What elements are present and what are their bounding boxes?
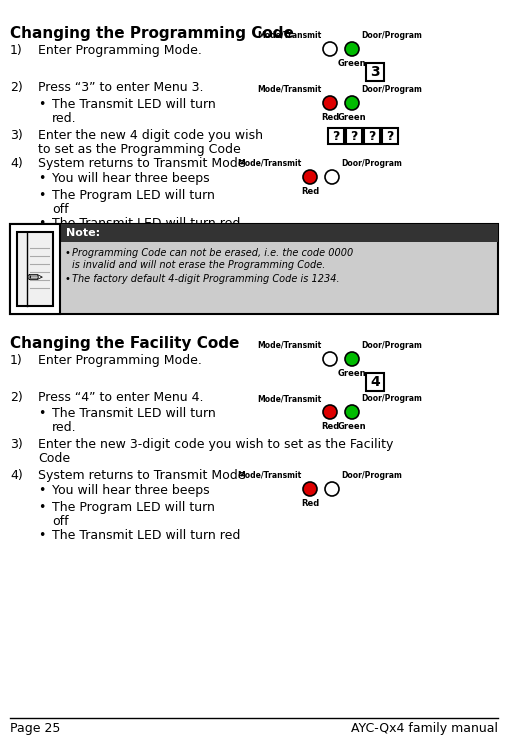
Text: System returns to Transmit Mode: System returns to Transmit Mode	[38, 469, 245, 482]
Text: •: •	[38, 501, 45, 514]
Text: Enter Programming Mode.: Enter Programming Mode.	[38, 354, 202, 367]
Text: 2): 2)	[10, 391, 23, 404]
Text: •: •	[64, 274, 70, 284]
Text: Note:: Note:	[66, 228, 100, 238]
Bar	[10, 224, 498, 314]
Text: Mode/Transmit: Mode/Transmit	[257, 31, 321, 40]
Text: Code: Code	[38, 452, 70, 465]
Bar	[382, 128, 398, 144]
Text: 3): 3)	[10, 129, 23, 142]
Text: •: •	[38, 217, 45, 230]
Text: Red: Red	[301, 499, 319, 508]
Bar	[366, 373, 384, 391]
Circle shape	[345, 96, 359, 110]
Text: ?: ?	[351, 129, 358, 143]
Bar	[328, 128, 344, 144]
Text: Green: Green	[338, 422, 366, 431]
Text: Door/Program: Door/Program	[361, 341, 422, 350]
Text: 2): 2)	[10, 81, 23, 94]
Text: Page 25: Page 25	[10, 722, 60, 735]
Text: to set as the Programming Code: to set as the Programming Code	[38, 143, 241, 156]
Bar	[60, 224, 498, 242]
Text: red.: red.	[52, 112, 77, 125]
Text: The Program LED will turn: The Program LED will turn	[52, 189, 215, 202]
Circle shape	[303, 170, 317, 184]
Text: 1): 1)	[10, 44, 23, 57]
Text: Red: Red	[301, 187, 319, 196]
Text: Changing the Programming Code: Changing the Programming Code	[10, 26, 294, 41]
Bar	[10, 224, 60, 314]
Text: Red: Red	[321, 422, 339, 431]
Text: System returns to Transmit Mode: System returns to Transmit Mode	[38, 157, 245, 170]
Circle shape	[325, 170, 339, 184]
Text: Programming Code can not be erased, i.e. the code 0000: Programming Code can not be erased, i.e.…	[72, 248, 353, 258]
Text: 4): 4)	[10, 469, 23, 482]
Text: The Transmit LED will turn: The Transmit LED will turn	[52, 98, 216, 111]
Text: •: •	[38, 172, 45, 185]
Bar	[10, 224, 60, 314]
Text: Mode/Transmit: Mode/Transmit	[237, 471, 301, 480]
Text: Door/Program: Door/Program	[361, 31, 422, 40]
Circle shape	[323, 352, 337, 366]
Text: •: •	[38, 407, 45, 420]
Text: Enter the new 3-digit code you wish to set as the Facility: Enter the new 3-digit code you wish to s…	[38, 438, 393, 451]
Text: ?: ?	[368, 129, 376, 143]
Bar	[364, 128, 380, 144]
Text: 4: 4	[370, 375, 380, 389]
Text: ✏: ✏	[27, 269, 43, 289]
Text: AYC-Qx4 family manual: AYC-Qx4 family manual	[351, 722, 498, 735]
Text: The Transmit LED will turn red: The Transmit LED will turn red	[52, 529, 240, 542]
Text: Changing the Facility Code: Changing the Facility Code	[10, 336, 239, 351]
Text: 3: 3	[370, 65, 380, 79]
Text: You will hear three beeps: You will hear three beeps	[52, 172, 210, 185]
Text: The Program LED will turn: The Program LED will turn	[52, 501, 215, 514]
Text: Press “3” to enter Menu 3.: Press “3” to enter Menu 3.	[38, 81, 204, 94]
Bar	[17, 232, 53, 306]
Text: The Transmit LED will turn: The Transmit LED will turn	[52, 407, 216, 420]
Text: Mode/Transmit: Mode/Transmit	[257, 85, 321, 94]
Text: •: •	[38, 189, 45, 202]
Text: red.: red.	[52, 421, 77, 434]
Text: off: off	[52, 515, 69, 528]
Text: ?: ?	[332, 129, 340, 143]
Text: Green: Green	[338, 59, 366, 68]
Circle shape	[345, 352, 359, 366]
Text: Mode/Transmit: Mode/Transmit	[237, 159, 301, 168]
Text: Mode/Transmit: Mode/Transmit	[257, 341, 321, 350]
Bar	[366, 63, 384, 81]
Text: •: •	[38, 484, 45, 497]
Text: 3): 3)	[10, 438, 23, 451]
Circle shape	[323, 42, 337, 56]
Circle shape	[323, 96, 337, 110]
Circle shape	[323, 405, 337, 419]
Text: You will hear three beeps: You will hear three beeps	[52, 484, 210, 497]
Text: Enter the new 4 digit code you wish: Enter the new 4 digit code you wish	[38, 129, 263, 142]
Text: •: •	[38, 529, 45, 542]
Text: Red: Red	[321, 113, 339, 122]
Text: Enter Programming Mode.: Enter Programming Mode.	[38, 44, 202, 57]
Text: Door/Program: Door/Program	[341, 471, 402, 480]
Bar	[346, 128, 362, 144]
Text: •: •	[64, 248, 70, 258]
Text: ?: ?	[386, 129, 394, 143]
Circle shape	[303, 482, 317, 496]
Text: •: •	[38, 98, 45, 111]
Text: Green: Green	[338, 369, 366, 378]
Text: Press “4” to enter Menu 4.: Press “4” to enter Menu 4.	[38, 391, 204, 404]
Text: 1): 1)	[10, 354, 23, 367]
Text: Green: Green	[338, 113, 366, 122]
Circle shape	[325, 482, 339, 496]
Text: The factory default 4-digit Programming Code is 1234.: The factory default 4-digit Programming …	[72, 274, 340, 284]
Text: The Transmit LED will turn red: The Transmit LED will turn red	[52, 217, 240, 230]
Text: Door/Program: Door/Program	[341, 159, 402, 168]
Text: is invalid and will not erase the Programming Code.: is invalid and will not erase the Progra…	[72, 260, 326, 270]
Text: off: off	[52, 203, 69, 216]
Text: 4): 4)	[10, 157, 23, 170]
Circle shape	[345, 405, 359, 419]
Text: Door/Program: Door/Program	[361, 85, 422, 94]
Text: Mode/Transmit: Mode/Transmit	[257, 394, 321, 403]
Circle shape	[345, 42, 359, 56]
Text: Door/Program: Door/Program	[361, 394, 422, 403]
